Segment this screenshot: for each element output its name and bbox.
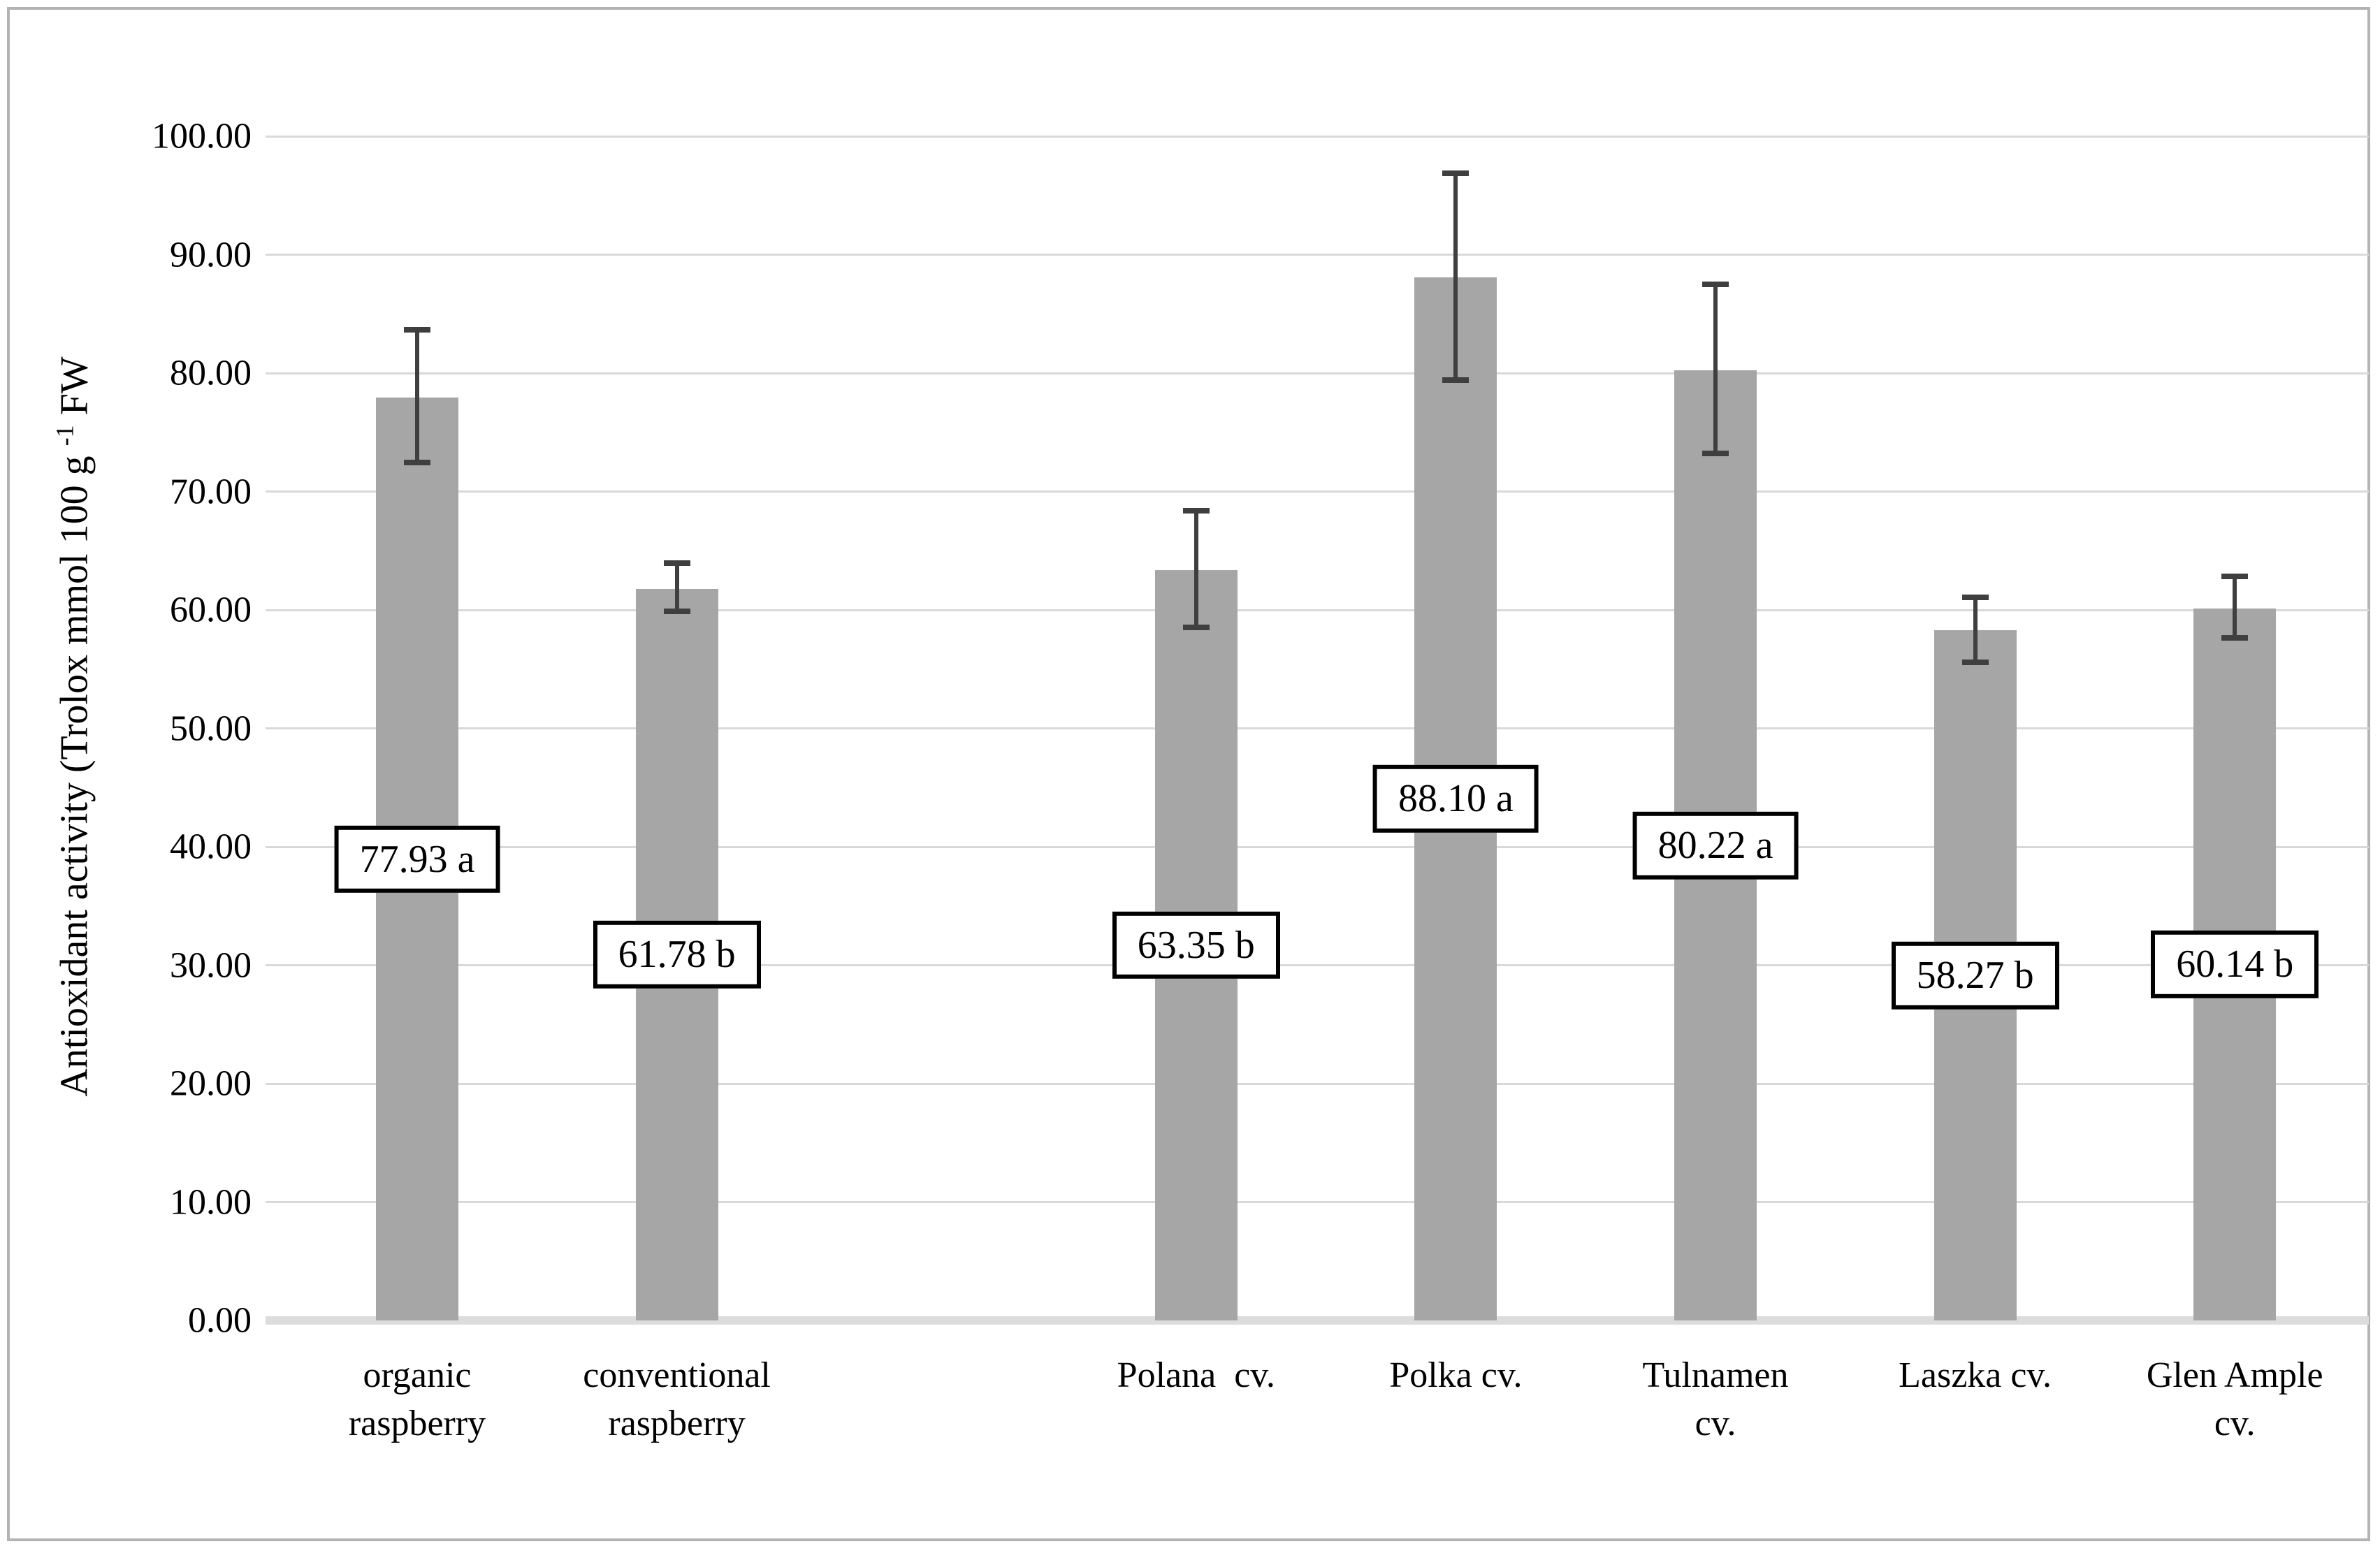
error-bar-cap-top xyxy=(1702,281,1729,287)
y-axis-title-superscript: -1 xyxy=(50,425,79,446)
data-label-box: 88.10 a xyxy=(1372,765,1539,833)
gridline xyxy=(266,490,2369,493)
x-axis-line xyxy=(266,1316,2369,1325)
error-bar-cap-top xyxy=(2221,573,2249,579)
gridline xyxy=(266,727,2369,729)
x-axis-category-label: Polana cv. xyxy=(1117,1355,1275,1395)
gridline xyxy=(266,1201,2369,1203)
x-axis-category-label: conventional raspberry xyxy=(583,1355,771,1443)
y-axis-tick-label: 30.00 xyxy=(170,945,252,985)
error-bar-cap-top xyxy=(404,327,430,333)
y-axis-title-suffix: FW xyxy=(52,356,96,425)
x-axis-category-label: Polka cv. xyxy=(1389,1355,1523,1395)
y-axis-tick-label: 60.00 xyxy=(170,590,252,630)
data-label-box: 77.93 a xyxy=(334,825,500,893)
error-bar-cap-bottom xyxy=(1182,624,1210,630)
y-axis-tick-label: 0.00 xyxy=(188,1300,252,1341)
error-bar-cap-top xyxy=(1182,508,1210,514)
gridline xyxy=(266,135,2369,138)
error-bar-cap-bottom xyxy=(663,609,690,615)
data-label-box: 58.27 b xyxy=(1891,941,2059,1010)
y-axis-tick-label: 10.00 xyxy=(170,1182,252,1222)
error-bar-cap-top xyxy=(1961,594,1989,600)
gridline xyxy=(266,1082,2369,1085)
gridline xyxy=(266,845,2369,848)
y-axis-tick-label: 90.00 xyxy=(170,235,252,275)
error-bar-cap-top xyxy=(1442,170,1470,176)
chart-outer-frame xyxy=(7,7,2370,1541)
x-axis-category-label: Tulnamen cv. xyxy=(1642,1355,1789,1443)
error-bar-cap-bottom xyxy=(1961,660,1989,666)
y-axis-tick-label: 80.00 xyxy=(170,353,252,393)
x-axis-category-label: organic raspberry xyxy=(348,1355,486,1443)
error-bar-stem xyxy=(415,330,419,463)
gridline xyxy=(266,609,2369,611)
y-axis-tick-label: 40.00 xyxy=(170,827,252,867)
gridline xyxy=(266,964,2369,966)
y-axis-title-text: Antioxidant activity (Trolox mmol 100 g xyxy=(52,446,96,1097)
y-axis-tick-label: 50.00 xyxy=(170,708,252,748)
error-bar-stem xyxy=(674,562,679,612)
error-bar-stem xyxy=(2233,576,2237,638)
error-bar-stem xyxy=(1713,284,1718,453)
error-bar-cap-bottom xyxy=(2221,635,2249,641)
error-bar-cap-bottom xyxy=(1442,377,1470,384)
gridline xyxy=(266,254,2369,256)
y-axis-tick-label: 20.00 xyxy=(170,1063,252,1104)
error-bar-cap-bottom xyxy=(1702,450,1729,456)
gridline xyxy=(266,372,2369,374)
x-axis-category-label: Laszka cv. xyxy=(1899,1355,2052,1395)
error-bar-stem xyxy=(1193,511,1198,627)
error-bar-cap-top xyxy=(663,560,690,566)
data-label-box: 80.22 a xyxy=(1632,811,1799,880)
y-axis-tick-label: 100.00 xyxy=(152,116,252,156)
error-bar-stem xyxy=(1973,597,1978,663)
data-label-box: 61.78 b xyxy=(593,921,761,989)
y-axis-tick-label: 70.00 xyxy=(170,472,252,511)
x-axis-category-label: Glen Ample cv. xyxy=(2146,1355,2323,1443)
data-label-box: 63.35 b xyxy=(1112,911,1280,980)
y-axis-title: Antioxidant activity (Trolox mmol 100 g … xyxy=(50,356,97,1096)
error-bar-cap-bottom xyxy=(404,460,430,466)
data-label-box: 60.14 b xyxy=(2151,931,2319,998)
error-bar-stem xyxy=(1453,173,1458,381)
